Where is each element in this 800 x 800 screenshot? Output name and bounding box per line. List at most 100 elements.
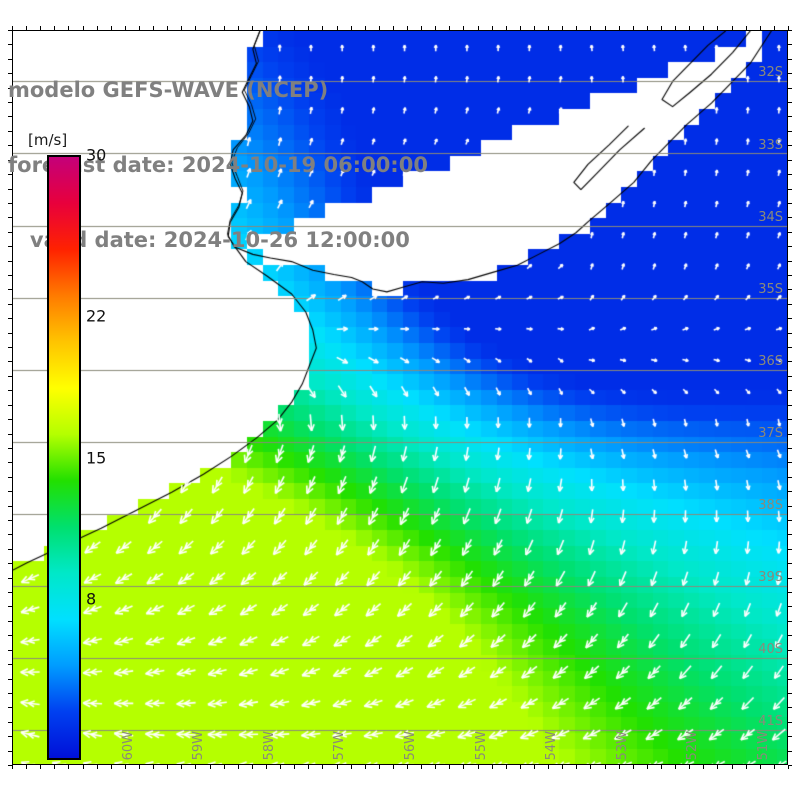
tick-bottom (308, 765, 310, 769)
tick-left (8, 246, 12, 248)
tick-right (788, 505, 792, 507)
tick-bottom (294, 765, 296, 769)
colorbar-tick-22: 22 (86, 306, 107, 326)
tick-bottom (463, 765, 465, 769)
colorbar-tick-30: 30 (86, 145, 107, 165)
tick-right (788, 174, 792, 176)
tick-left (8, 361, 12, 363)
tick-right (788, 577, 792, 579)
tick-top (209, 26, 211, 30)
tick-right (788, 620, 792, 622)
colorbar[interactable] (47, 155, 81, 760)
tick-bottom (110, 765, 112, 769)
tick-left (8, 347, 12, 349)
tick-bottom (773, 765, 775, 769)
lat-label-41s: 41S (758, 713, 783, 729)
tick-right (788, 231, 792, 233)
tick-top (689, 26, 691, 30)
tick-bottom (322, 765, 324, 769)
lon-label-52w: 52W (685, 730, 701, 760)
tick-top (731, 26, 733, 30)
tick-top (392, 26, 394, 30)
tick-left (8, 231, 12, 233)
lat-label-32s: 32S (758, 65, 783, 81)
tick-top (308, 26, 310, 30)
tick-left (8, 289, 12, 291)
tick-left (8, 188, 12, 190)
tick-bottom (576, 765, 578, 769)
tick-right (788, 332, 792, 334)
tick-top (336, 26, 338, 30)
tick-right (788, 390, 792, 392)
tick-left (8, 30, 12, 31)
tick-right (788, 375, 792, 377)
wind-speed-field (13, 31, 787, 764)
tick-right (788, 87, 792, 89)
tick-top (124, 26, 126, 30)
tick-bottom (731, 765, 733, 769)
tick-right (788, 102, 792, 104)
tick-top (322, 26, 324, 30)
tick-right (788, 462, 792, 464)
tick-right (788, 130, 792, 132)
tick-left (8, 217, 12, 219)
tick-left (8, 577, 12, 579)
tick-left (8, 44, 12, 46)
tick-top (562, 26, 564, 30)
tick-right (788, 202, 792, 204)
tick-right (788, 289, 792, 291)
tick-top (237, 26, 239, 30)
tick-right (788, 692, 792, 694)
tick-top (618, 26, 620, 30)
tick-bottom (237, 765, 239, 769)
tick-bottom (703, 765, 705, 769)
tick-bottom (646, 765, 648, 769)
tick-top (54, 26, 56, 30)
tick-top (195, 26, 197, 30)
tick-bottom (96, 765, 98, 769)
tick-left (8, 664, 12, 666)
tick-bottom (407, 765, 409, 769)
lat-label-37s: 37S (758, 425, 783, 441)
tick-left (8, 116, 12, 118)
tick-left (8, 419, 12, 421)
tick-left (8, 707, 12, 709)
tick-bottom (209, 765, 211, 769)
tick-right (788, 721, 792, 723)
tick-top (294, 26, 296, 30)
colorbar-tick-15: 15 (86, 448, 107, 467)
colorbar-unit-label: [m/s] (28, 131, 68, 149)
tick-bottom (604, 765, 606, 769)
tick-top (661, 26, 663, 30)
tick-right (788, 750, 792, 752)
tick-right (788, 736, 792, 738)
tick-bottom (392, 765, 394, 769)
tick-right (788, 447, 792, 449)
lat-label-36s: 36S (758, 353, 783, 369)
tick-left (8, 721, 12, 723)
tick-left (8, 476, 12, 478)
tick-top (759, 26, 761, 30)
tick-right (788, 361, 792, 363)
tick-bottom (265, 765, 267, 769)
tick-top (505, 26, 507, 30)
lon-label-59w: 59W (191, 730, 207, 760)
tick-bottom (68, 765, 70, 769)
tick-bottom (788, 765, 789, 769)
tick-bottom (40, 765, 42, 769)
tick-left (8, 563, 12, 565)
wind-barbs-canvas (13, 31, 787, 764)
tick-left (8, 750, 12, 752)
tick-left (8, 73, 12, 75)
tick-top (788, 26, 789, 30)
tick-top (223, 26, 225, 30)
lon-label-55w: 55W (473, 730, 489, 760)
tick-bottom (675, 765, 677, 769)
tick-bottom (54, 765, 56, 769)
tick-bottom (477, 765, 479, 769)
tick-top (265, 26, 267, 30)
tick-left (8, 332, 12, 334)
tick-left (8, 765, 12, 766)
map-plot-area[interactable]: 61W60W59W58W57W56W55W54W53W52W51W32S33S3… (12, 30, 788, 765)
tick-left (8, 692, 12, 694)
